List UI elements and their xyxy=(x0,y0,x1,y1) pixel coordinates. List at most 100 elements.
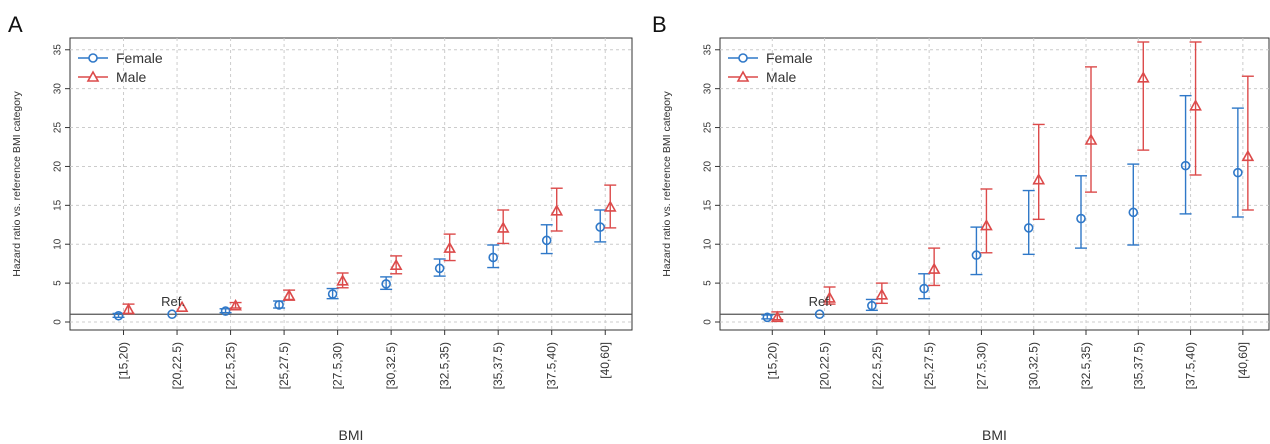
y-tick-label: 35 xyxy=(53,44,64,56)
data-point xyxy=(274,300,284,310)
y-axis-label: Hazard ratio vs. reference BMI category xyxy=(11,90,23,276)
data-point xyxy=(770,310,784,323)
data-point xyxy=(875,288,889,300)
data-point xyxy=(595,222,606,232)
plot-frame xyxy=(719,37,1270,331)
data-point xyxy=(1128,207,1139,218)
reference-annotation: Ref. xyxy=(161,294,185,309)
x-tick-label: [22.5,25) xyxy=(870,342,884,389)
x-tick-label: [40,60] xyxy=(598,342,612,379)
y-axis-label: Hazard ratio vs. reference BMI category xyxy=(661,90,673,276)
data-point xyxy=(327,289,338,299)
x-tick-label: [35,37.5) xyxy=(491,342,505,389)
data-point xyxy=(488,252,498,263)
data-point xyxy=(336,274,349,286)
y-tick-label: 15 xyxy=(53,199,64,211)
data-point xyxy=(443,241,457,253)
x-tick-label: [32.5,35) xyxy=(438,342,452,389)
data-point xyxy=(1241,149,1255,162)
data-point xyxy=(603,200,617,212)
data-point xyxy=(814,309,825,320)
series-female xyxy=(112,209,607,321)
panel-label: B xyxy=(652,12,667,37)
data-point xyxy=(282,288,296,301)
y-tick-label: 20 xyxy=(53,160,64,172)
series-male xyxy=(770,41,1255,323)
data-point xyxy=(762,312,773,323)
data-point xyxy=(113,310,124,321)
y-tick-label: 25 xyxy=(703,122,714,134)
data-point xyxy=(1076,213,1086,224)
y-tick-label: 25 xyxy=(53,122,64,134)
data-point xyxy=(927,262,941,274)
y-tick-label: 5 xyxy=(703,280,714,286)
legend-marker xyxy=(86,70,100,82)
x-tick-label: [30,32.5) xyxy=(1027,342,1041,389)
legend-label: Male xyxy=(116,69,147,85)
x-tick-label: [37.5,40) xyxy=(1184,342,1198,389)
data-point xyxy=(823,291,836,303)
x-tick-label: [30,32.5) xyxy=(384,342,398,389)
data-point xyxy=(1136,71,1150,83)
legend-marker xyxy=(88,53,98,63)
x-tick-label: [25,27.5) xyxy=(277,342,291,389)
y-tick-label: 0 xyxy=(703,319,714,325)
data-point xyxy=(434,263,445,274)
legend-label: Male xyxy=(766,69,797,85)
legend-marker xyxy=(736,70,750,82)
x-tick-label: [27.5,30) xyxy=(974,342,988,389)
y-tick-label: 10 xyxy=(703,238,714,250)
y-tick-label: 15 xyxy=(703,199,714,211)
data-point xyxy=(167,309,177,320)
x-tick-label: [22.5,25) xyxy=(224,342,238,389)
x-tick-label: [15,20) xyxy=(117,342,131,379)
x-axis-label: BMI xyxy=(982,427,1007,443)
y-tick-label: 20 xyxy=(703,160,714,172)
data-point xyxy=(980,218,993,231)
x-tick-label: [37.5,40) xyxy=(545,342,559,389)
y-tick-label: 35 xyxy=(703,44,714,56)
x-tick-label: [15,20) xyxy=(765,342,779,379)
data-point xyxy=(1023,223,1034,233)
data-point xyxy=(389,258,403,271)
data-point xyxy=(867,300,877,311)
data-point xyxy=(122,302,135,315)
data-point xyxy=(1233,167,1243,178)
data-point xyxy=(220,306,231,316)
legend-label: Female xyxy=(766,50,813,66)
series-male xyxy=(122,184,617,315)
x-tick-label: [25,27.5) xyxy=(922,342,936,389)
x-tick-label: [20,22.5) xyxy=(170,342,184,389)
data-point xyxy=(381,279,391,289)
series-female xyxy=(761,94,1244,323)
y-tick-label: 30 xyxy=(53,83,64,95)
data-point xyxy=(175,300,189,313)
data-point xyxy=(919,283,929,294)
data-point xyxy=(1189,99,1202,111)
panel-b: B 0 5 10 15 20 25 30 35 [15,20) [20,22.5) [22.5,25)… xyxy=(652,12,1270,443)
x-tick-label: [35,37.5) xyxy=(1131,342,1145,389)
reference-annotation: Ref. xyxy=(809,294,833,309)
y-tick-label: 30 xyxy=(703,83,714,95)
legend-marker xyxy=(738,53,748,63)
panel-label: A xyxy=(8,12,23,37)
x-tick-label: [27.5,30) xyxy=(331,342,345,389)
x-axis-label: BMI xyxy=(339,427,364,443)
data-point xyxy=(229,299,242,311)
data-point xyxy=(541,235,552,246)
data-point xyxy=(971,250,982,260)
data-point xyxy=(1032,173,1046,185)
data-point xyxy=(496,221,510,233)
data-point xyxy=(1084,133,1098,145)
y-tick-label: 0 xyxy=(53,319,64,325)
panel-a: A 0 5 10 15 20 25 30 35 [15,20) [20,22.5) [22.5,25)… xyxy=(8,12,633,443)
data-point xyxy=(1180,160,1191,171)
data-point xyxy=(550,204,564,216)
y-tick-label: 5 xyxy=(53,280,64,286)
x-tick-label: [20,22.5) xyxy=(818,342,832,389)
x-tick-label: [40,60] xyxy=(1236,342,1250,379)
x-tick-label: [32.5,35) xyxy=(1079,342,1093,389)
plot-frame xyxy=(69,37,633,331)
legend-label: Female xyxy=(116,50,163,66)
